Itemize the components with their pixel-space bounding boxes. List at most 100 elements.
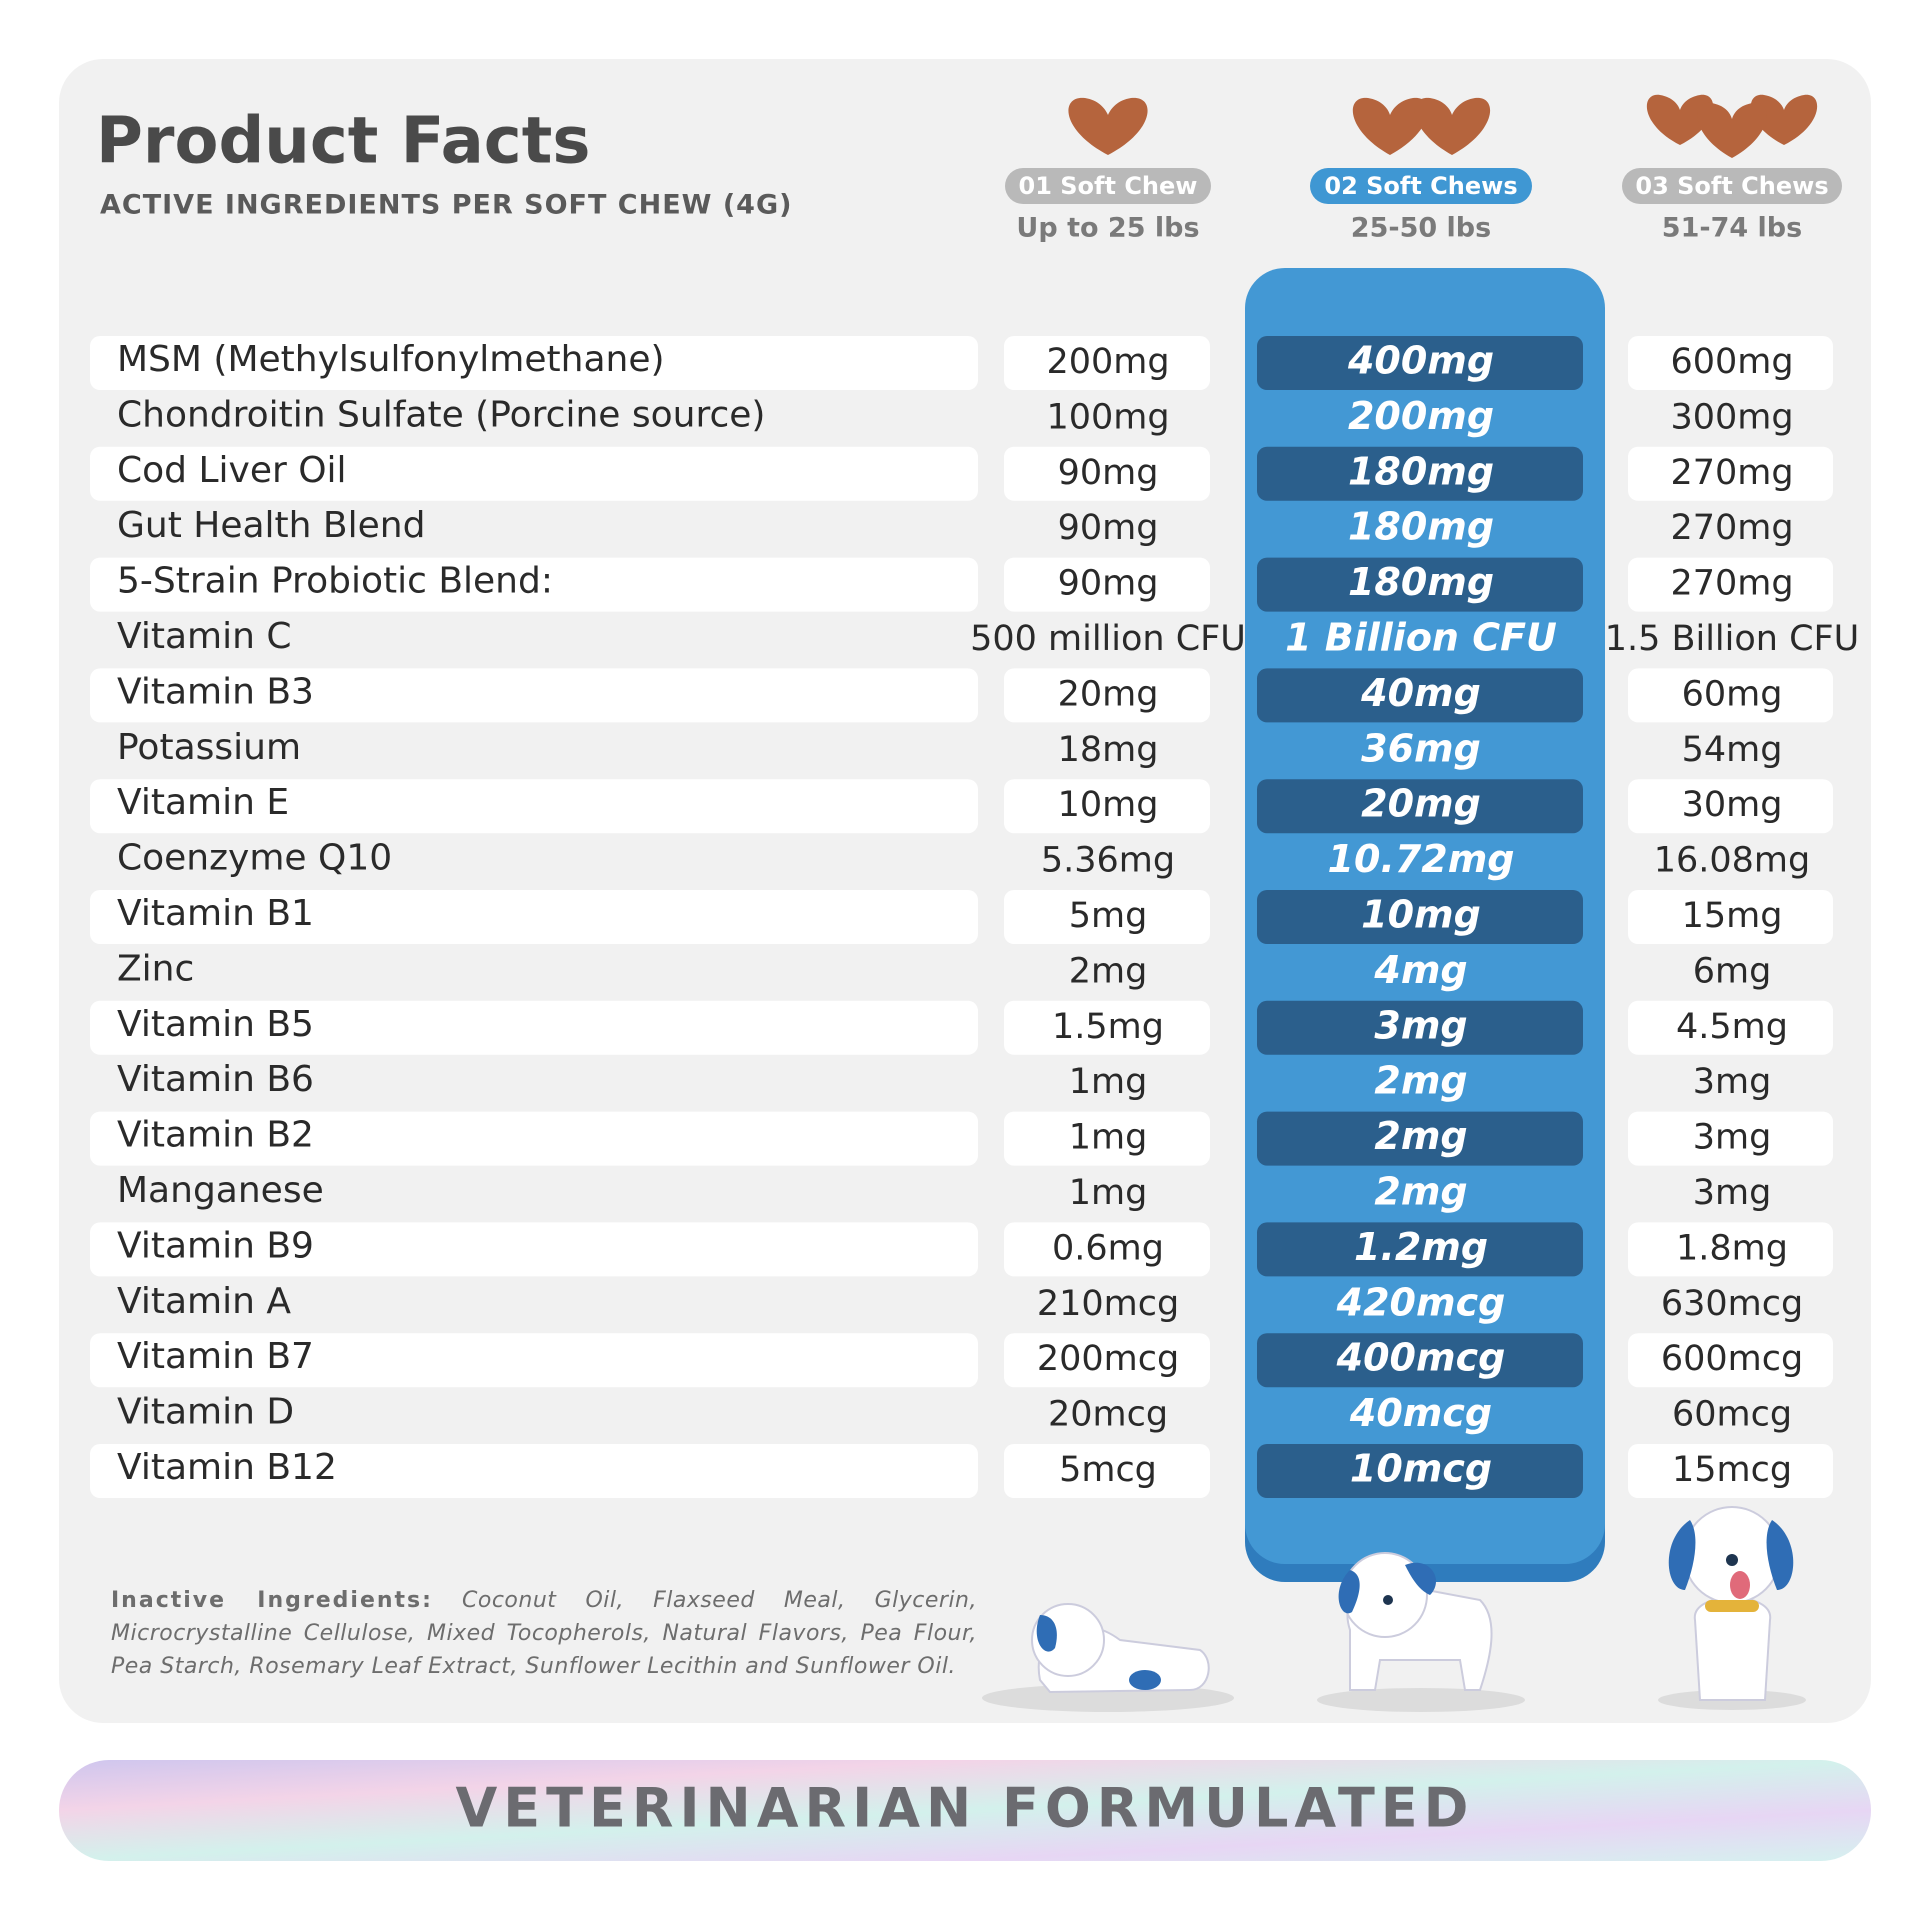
amount: 20mg (1361, 782, 1481, 826)
ingredient-name: Vitamin B12 (117, 1447, 337, 1488)
title: Product Facts (96, 105, 590, 179)
amount: 18mg (1058, 730, 1159, 770)
cell-band (1004, 557, 1210, 612)
amount: 1mg (1069, 1062, 1148, 1102)
amount: 15mg (1682, 896, 1783, 936)
column-pill (1622, 168, 1842, 204)
column-weight: Up to 25 lbs (1016, 213, 1199, 244)
amount: 5.36mg (1041, 841, 1175, 881)
cell-band (1628, 1333, 1833, 1388)
ingredient-name: Vitamin B2 (117, 1115, 314, 1156)
row-band (90, 890, 978, 944)
amount: 400mcg (1336, 1336, 1506, 1380)
chew-icons (1068, 94, 1818, 158)
cell-band (1004, 668, 1210, 723)
cell-band (1004, 446, 1210, 501)
ingredient-name: Gut Health Blend (117, 505, 425, 546)
ingredient-name: Vitamin A (117, 1281, 291, 1322)
amount: 1.5mg (1052, 1007, 1164, 1047)
amount: 500 million CFU (970, 619, 1246, 659)
amount: 180mg (1348, 449, 1494, 493)
cell-band (1004, 1444, 1210, 1498)
ingredient-name: Vitamin E (117, 782, 289, 823)
cell-band (1257, 1111, 1583, 1166)
amount: 6mg (1693, 951, 1772, 991)
column-pill (1005, 168, 1211, 204)
cell-band (1257, 668, 1583, 723)
amount: 100mg (1046, 397, 1169, 437)
row-band (90, 1000, 978, 1055)
amount: 10mcg (1350, 1447, 1492, 1491)
inactive-label: Inactive Ingredients: (111, 1588, 433, 1613)
amount: 0.6mg (1052, 1228, 1164, 1268)
amount: 60mcg (1672, 1395, 1792, 1435)
row-band (90, 336, 978, 390)
amount: 600mg (1670, 342, 1793, 382)
row-band (90, 1222, 978, 1277)
amount: 20mcg (1048, 1395, 1168, 1435)
cell-band (1628, 336, 1833, 390)
cell-band (1628, 779, 1833, 834)
cell-band (1257, 890, 1583, 944)
cell-band (1004, 779, 1210, 834)
cell-band (1257, 1333, 1583, 1388)
amount: 200mg (1046, 342, 1169, 382)
ingredient-name: MSM (Methylsulfonylmethane) (117, 339, 665, 380)
ingredient-name: Vitamin B1 (117, 893, 314, 934)
row-band (90, 1333, 978, 1388)
amount: 2mg (1374, 1059, 1467, 1103)
cell-band (1257, 1222, 1583, 1277)
cell-band (1257, 336, 1583, 390)
amount: 270mg (1670, 564, 1793, 604)
column-label: 03 Soft Chews (1635, 172, 1828, 200)
cell-band (1004, 336, 1210, 390)
amount: 1mg (1069, 1173, 1148, 1213)
ingredient-name: Vitamin B7 (117, 1336, 314, 1377)
amount: 60mg (1682, 674, 1783, 714)
ingredient-name: Chondroitin Sulfate (Porcine source) (117, 394, 765, 435)
amount: 16.08mg (1654, 841, 1811, 881)
amount: 90mg (1058, 564, 1159, 604)
amount: 2mg (1374, 1114, 1467, 1158)
amount: 180mg (1348, 505, 1494, 549)
amount: 2mg (1069, 951, 1148, 991)
ingredient-name: Vitamin D (117, 1392, 294, 1433)
cell-band (1628, 1222, 1833, 1277)
amount: 400mg (1347, 339, 1494, 383)
column-weight: 51-74 lbs (1662, 213, 1802, 244)
row-band (90, 668, 978, 723)
amount: 36mg (1361, 726, 1481, 770)
column-pill (1310, 168, 1532, 204)
amount: 3mg (1693, 1062, 1772, 1102)
amount: 270mg (1670, 508, 1793, 548)
amount: 4.5mg (1676, 1007, 1788, 1047)
amount: 90mg (1058, 508, 1159, 548)
amount: 630mcg (1661, 1284, 1803, 1324)
amount: 3mg (1374, 1003, 1467, 1047)
amount: 200mcg (1037, 1339, 1179, 1379)
row-band (90, 557, 978, 612)
amount: 1.8mg (1676, 1228, 1788, 1268)
column-label: 01 Soft Chew (1019, 172, 1198, 200)
dog-illustrations (982, 1506, 1806, 1712)
cell-band (1628, 446, 1833, 501)
amount: 1mg (1069, 1118, 1148, 1158)
amount: 15mcg (1672, 1450, 1792, 1490)
cell-band (1004, 1111, 1210, 1166)
cell-band (1628, 1000, 1833, 1055)
inactive-text: Coconut Oil, Flaxseed Meal, Glycerin, Mi… (111, 1588, 977, 1679)
amount: 10mg (1361, 893, 1481, 937)
inactive-ingredients: Inactive Ingredients: Coconut Oil, Flaxs… (111, 1584, 977, 1683)
cell-band (1004, 1222, 1210, 1277)
cell-band (1628, 557, 1833, 612)
ingredient-name: Potassium (117, 727, 301, 768)
ingredient-name: Vitamin C (117, 616, 291, 657)
column-weight: 25-50 lbs (1351, 213, 1491, 244)
cell-band (1257, 1000, 1583, 1055)
amount: 10.72mg (1328, 837, 1515, 881)
ingredient-name: Vitamin B3 (117, 671, 314, 712)
amount: 600mcg (1661, 1339, 1803, 1379)
amount: 30mg (1682, 785, 1783, 825)
cell-band (1257, 779, 1583, 834)
amount: 300mg (1670, 397, 1793, 437)
